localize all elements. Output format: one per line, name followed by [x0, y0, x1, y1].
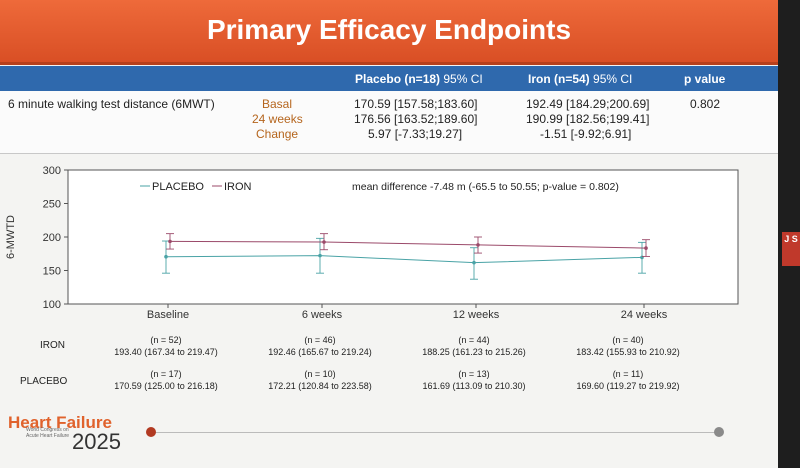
x-tick-label: Baseline — [147, 309, 189, 320]
y-tick-label: 200 — [43, 232, 61, 244]
placebo-basal: 170.59 [157.58;183.60] — [354, 97, 478, 111]
row-label-basal: Basal — [262, 97, 293, 111]
placebo-value-12weeks: 161.69 (113.09 to 210.30) — [422, 381, 526, 391]
iron-stats-12weeks: (n = 44) 188.25 (161.23 to 215.26) — [404, 334, 544, 358]
placebo-n-24weeks: (n = 11) — [612, 369, 644, 379]
legend-label: PLACEBO — [152, 181, 204, 193]
x-tick-label: 24 weeks — [621, 309, 668, 320]
iron-value-baseline: 193.40 (167.34 to 219.47) — [114, 347, 218, 357]
iron-n-24weeks: (n = 40) — [612, 335, 644, 345]
placebo-change: 5.97 [-7.33;19.27] — [368, 127, 463, 141]
placebo-n-baseline: (n = 17) — [150, 369, 182, 379]
outcome-label: 6 minute walking test distance (6MWT) — [8, 97, 215, 111]
series-line-placebo — [165, 255, 643, 264]
chart-svg: 100 150 200 250 300 6-MWTD Baseline 6 weeks 12 w… — [5, 165, 739, 321]
legend-label: IRON — [224, 181, 252, 193]
header-pvalue: p value — [684, 72, 726, 86]
footer: Heart Failure World Congress on Acute He… — [0, 405, 778, 468]
pvalue-cell: 0.802 — [690, 97, 721, 111]
header-iron: Iron (n=54) 95% CI — [528, 72, 633, 86]
placebo-stats-baseline: (n = 17) 170.59 (125.00 to 216.18) — [96, 368, 236, 392]
placebo-n-12weeks: (n = 13) — [458, 369, 490, 379]
iron-24weeks: 190.99 [182.56;199.41] — [526, 112, 650, 126]
row-label-change: Change — [256, 127, 299, 141]
placebo-value-24weeks: 169.60 (119.27 to 219.92) — [576, 381, 680, 391]
placebo-24weeks: 176.56 [163.52;189.60] — [354, 112, 478, 126]
iron-value-12weeks: 188.25 (161.23 to 215.26) — [422, 347, 526, 357]
placebo-stats-12weeks: (n = 13) 161.69 (113.09 to 210.30) — [404, 368, 544, 392]
logo-year: 2025 — [72, 429, 121, 454]
placebo-stats-24weeks: (n = 11) 169.60 (119.27 to 219.92) — [558, 368, 698, 392]
progress-timeline — [150, 432, 720, 433]
data-point — [318, 253, 322, 258]
chart: 100 150 200 250 300 6-MWTD Baseline 6 weeks 12 w… — [0, 158, 750, 321]
placebo-value-baseline: 170.59 (125.00 to 216.18) — [114, 381, 218, 391]
table-body: 6 minute walking test distance (6MWT) Ba… — [0, 91, 778, 154]
data-point — [322, 240, 326, 244]
title-bar: Primary Efficacy Endpoints — [0, 0, 778, 65]
data-point — [164, 254, 168, 259]
data-point — [168, 239, 172, 244]
stats-placebo-label: PLACEBO — [20, 376, 68, 387]
placebo-value-6weeks: 172.21 (120.84 to 223.58) — [268, 381, 372, 391]
slide: Primary Efficacy Endpoints Placebo (n=18… — [0, 0, 778, 468]
side-badge: J S — [782, 232, 800, 266]
iron-stats-24weeks: (n = 40) 183.42 (155.93 to 210.92) — [558, 334, 698, 358]
data-point — [472, 260, 476, 265]
data-point — [644, 246, 648, 250]
iron-change: -1.51 [-9.92;6.91] — [540, 127, 632, 141]
series-line-iron — [169, 240, 647, 249]
iron-value-24weeks: 183.42 (155.93 to 210.92) — [576, 347, 680, 357]
stats-iron-label: IRON — [40, 340, 65, 351]
table-header: Placebo (n=18) 95% CI Iron (n=54) 95% CI… — [0, 66, 778, 91]
placebo-stats-6weeks: (n = 10) 172.21 (120.84 to 223.58) — [250, 368, 390, 392]
placebo-n-6weeks: (n = 10) — [304, 369, 336, 379]
logo-text: Heart Failure — [8, 413, 112, 432]
iron-stats-baseline: (n = 52) 193.40 (167.34 to 219.47) — [96, 334, 236, 358]
iron-basal: 192.49 [184.29;200.69] — [526, 97, 650, 111]
y-tick-label: 250 — [43, 199, 61, 211]
y-tick-label: 300 — [43, 165, 61, 177]
timeline-start-dot — [146, 427, 156, 437]
y-axis-label: 6-MWTD — [5, 215, 17, 259]
row-label-24weeks: 24 weeks — [252, 112, 303, 126]
x-tick-label: 6 weeks — [302, 309, 343, 320]
iron-n-6weeks: (n = 46) — [304, 335, 336, 345]
iron-n-12weeks: (n = 44) — [458, 335, 490, 345]
y-tick-label: 100 — [43, 299, 61, 311]
iron-stats-6weeks: (n = 46) 192.46 (165.67 to 219.24) — [250, 334, 390, 358]
y-tick-label: 150 — [43, 266, 61, 278]
plot-frame — [67, 169, 739, 305]
header-placebo: Placebo (n=18) 95% CI — [355, 72, 483, 86]
iron-value-6weeks: 192.46 (165.67 to 219.24) — [268, 347, 372, 357]
timeline-end-dot — [714, 427, 724, 437]
data-point — [476, 243, 480, 247]
slide-title: Primary Efficacy Endpoints — [206, 14, 572, 45]
chart-annotation: mean difference -7.48 m (-65.5 to 50.55;… — [352, 181, 619, 193]
logo-subtitle: World Congress on Acute Heart Failure — [26, 427, 70, 439]
x-tick-label: 12 weeks — [453, 309, 500, 320]
iron-n-baseline: (n = 52) — [150, 335, 182, 345]
